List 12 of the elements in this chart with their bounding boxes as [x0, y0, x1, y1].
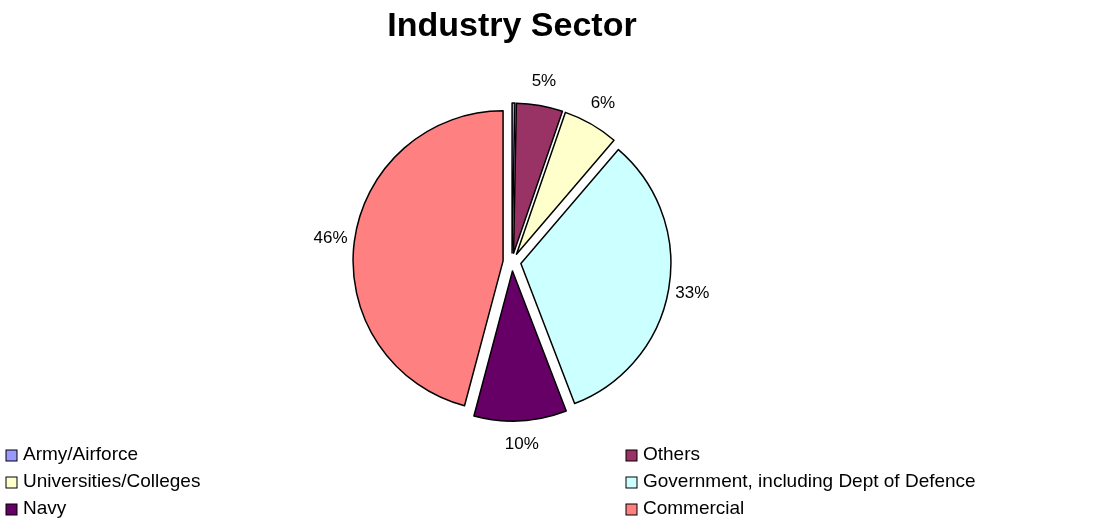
chart-title: Industry Sector: [387, 5, 637, 43]
legend-label: Commercial: [643, 497, 745, 518]
data-label: 46%: [313, 227, 348, 247]
legend-label: Others: [643, 443, 701, 464]
data-label: 6%: [590, 92, 616, 112]
data-label: 33%: [675, 282, 710, 302]
data-label: 10%: [504, 434, 539, 454]
legend-label: Navy: [23, 497, 67, 518]
legend-label: Government, including Dept of Defence: [643, 470, 976, 491]
legend-label: Universities/Colleges: [23, 470, 201, 491]
data-label: 5%: [531, 71, 557, 91]
legend-label: Army/Airforce: [23, 443, 139, 464]
